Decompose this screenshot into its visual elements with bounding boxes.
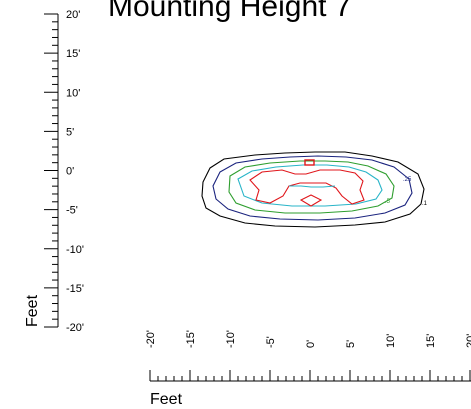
y-axis-label: Feet [24, 294, 41, 327]
x-tick-label: 0' [305, 340, 317, 348]
contour-label-0-25: .25 [403, 177, 412, 183]
luminaire-marker [304, 159, 315, 166]
y-axis-tick-labels: 20' 15' 10' 5' 0' -5' -10' -15' -20' [66, 9, 84, 334]
x-tick-label: -20' [145, 330, 157, 348]
x-axis-label: Feet [150, 391, 183, 408]
x-axis-tick-labels: -20' -15' -10' -5' 0' 5' 10' 15' 20' [145, 330, 471, 348]
y-tick-label: 20' [66, 9, 80, 21]
x-axis-ticks [149, 370, 471, 381]
contour-0-75-inner [289, 185, 336, 188]
x-tick-label: 10' [385, 334, 397, 348]
x-tick-label: -10' [225, 330, 237, 348]
x-tick-label: 20' [465, 334, 471, 348]
contour-label-0-1: .1 [422, 201, 428, 207]
x-tick-label: -15' [185, 330, 197, 348]
isofootcandle-contours [201, 151, 425, 228]
contour-0-75 [237, 164, 383, 207]
x-tick-label: 15' [425, 334, 437, 348]
x-tick-label: 5' [345, 340, 357, 348]
y-tick-label: -15' [66, 283, 84, 295]
plot-title: Mounting Height 7 [108, 0, 352, 23]
y-tick-label: 15' [66, 48, 80, 60]
y-tick-label: -20' [66, 322, 84, 334]
contour-0-5 [228, 160, 395, 214]
contour-0-25 [212, 155, 413, 221]
contour-1-center [299, 194, 323, 207]
y-tick-label: 0' [66, 166, 74, 178]
y-tick-label: 10' [66, 87, 80, 99]
contour-1 [249, 169, 365, 205]
y-axis-ticks [44, 13, 58, 328]
contour-label-0-5: .5 [385, 199, 391, 205]
y-tick-label: 5' [66, 126, 74, 138]
y-tick-label: -10' [66, 244, 84, 256]
contour-0-1 [201, 151, 425, 228]
x-tick-label: -5' [265, 336, 277, 348]
y-tick-label: -5' [66, 205, 78, 217]
